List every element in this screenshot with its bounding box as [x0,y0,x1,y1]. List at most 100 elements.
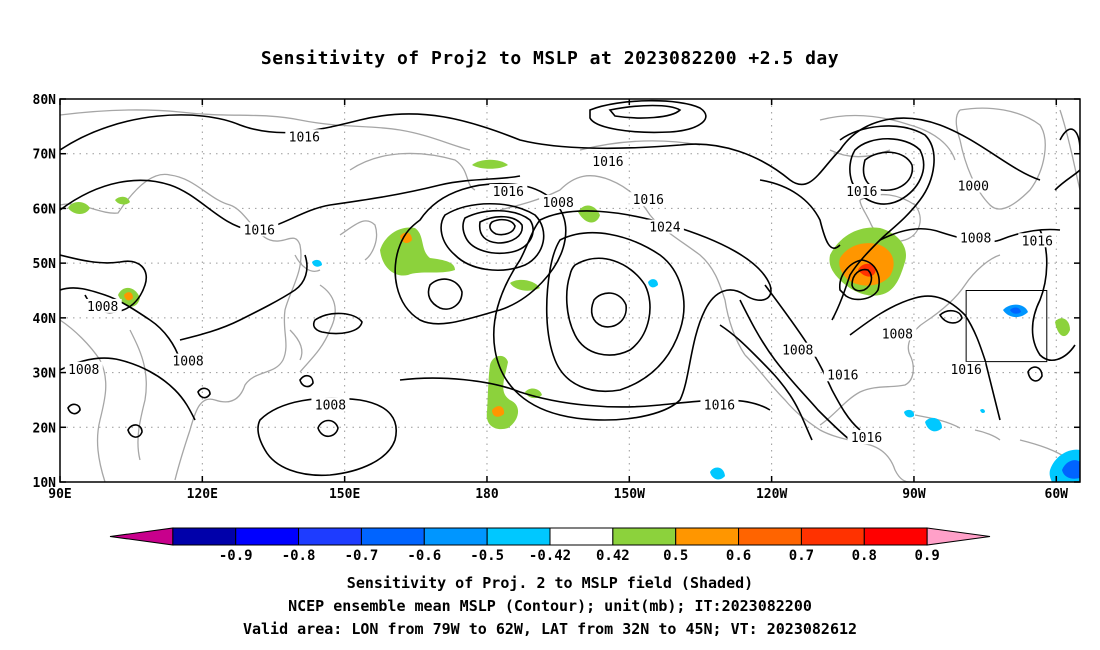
colorbar-label: -0.6 [407,548,441,564]
contour-small-1 [127,424,143,438]
contour-pacific-high-2 [545,232,685,392]
lat-tick-label: 70N [33,148,57,163]
contour-label-background [83,298,122,313]
lat-tick-label: 40N [33,312,57,327]
lon-tick-label: 90E [48,487,71,502]
colorbar-box [675,527,740,546]
colorbar-box [738,527,802,546]
contour-label: 1016 [244,223,275,238]
colorbar-label: -0.7 [345,548,379,564]
shade-atlantic-neg-2-core [1062,460,1080,479]
contour-label: 1016 [289,130,320,145]
contour-label-background [169,353,208,368]
shade-bering-1 [472,159,508,169]
colorbar-box [423,527,488,546]
contour-small-3 [197,387,211,399]
shade-mexico-neg [710,467,725,480]
contour-pacific-high-outer [492,210,772,421]
map-frame [59,98,1081,483]
shade-central-pacific-core [492,406,505,417]
colorbar-box [486,527,551,546]
lon-tick-label: 120W [756,487,787,502]
lon-tick-label: 90W [902,487,926,502]
shade-tibet-core [124,292,133,301]
contour-label-background [700,397,739,412]
colorbar-label: 0.5 [663,548,688,564]
colorbar-box [612,527,677,546]
colorbar-label: 0.8 [852,548,877,564]
contour-hudson-low-3 [862,151,914,191]
caption-valid-area: Valid area: LON from 79W to 62W, LAT fro… [242,620,858,638]
contour-east-coast-3 [938,309,963,324]
chart-title: Sensitivity of Proj2 to MSLP at 20230822… [260,48,840,69]
contour-west-coast-1016-b [764,284,861,431]
contour-label-background [645,219,684,234]
shade-bering-2 [578,205,600,223]
caption-contour: NCEP ensemble mean MSLP (Contour); unit(… [288,597,812,615]
shade-east-siberia-core [400,232,412,244]
contour-pacific-high-3 [565,257,651,356]
colorbar-label: 0.42 [596,548,630,564]
contour-label-background [489,184,528,199]
contour-small-5 [299,374,314,388]
colorbar-label: -0.5 [470,548,504,564]
shade-atlantic-neg-1-core [1010,307,1021,314]
colorbar-label: 0.6 [726,548,751,564]
contour-great-lakes-low-2 [851,268,873,292]
colorbar-box [172,527,237,546]
contour-label: 1008 [882,327,913,342]
lat-tick-label: 60N [33,202,57,217]
colorbar-right-triangle [926,527,991,546]
shade-east-siberia [380,227,455,276]
colorbar-label: -0.8 [282,548,316,564]
contour-label: 1016 [633,193,664,208]
coastline-east-asia [60,173,302,481]
contour-label: 1016 [592,155,623,170]
colorbar-box [800,527,865,546]
coastline-korea-japan [289,254,336,373]
coastline-hudson-bay [859,193,921,242]
contour-label: 1008 [87,300,118,315]
caption-shaded: Sensitivity of Proj. 2 to MSLP field (Sh… [346,574,754,592]
shade-atlantic-1 [1055,318,1070,337]
contour-label-background [588,153,627,168]
contour-japan-small [312,312,363,335]
lon-tick-label: 60W [1045,487,1069,502]
shade-pacific-neg [312,259,322,267]
shade-pacific-small-1 [525,388,542,399]
contour-aleutian-5 [489,218,516,236]
contour-label-background [842,184,881,199]
shade-west-siberia-2 [115,196,130,205]
lon-tick-label: 150W [614,487,645,502]
contour-siberia-1008 [60,287,181,361]
contour-label: 1016 [851,431,882,446]
lat-tick-label: 10N [33,476,57,491]
contour-labels: 1016 1016 1016 1008 1016 1000 1016 1016 1024 1008… [64,129,1057,446]
contour-pacific-small-low [317,419,339,438]
contour-label: 1016 [1022,234,1053,249]
contour-1016-hudson [759,179,841,249]
contour-label-background [539,194,578,209]
contour-small-4 [1027,366,1043,382]
contour-label: 1024 [649,221,680,236]
shade-caribbean-neg [925,417,942,432]
colorbar-left-triangle [109,527,174,546]
coastline-gulf-of-mexico [819,254,1001,426]
coastline-south-asia [60,319,147,482]
contour-label: 1016 [846,185,877,200]
contour-label-background [947,361,986,376]
contour-label: 1008 [542,196,573,211]
colorbar-label: -0.42 [529,548,571,564]
coastline-siberia-arctic [60,109,471,151]
colorbar: -0.9 -0.8 -0.7 -0.6 -0.5 -0.42 0.42 0.5 0.6 0.7 0.… [109,527,991,564]
coastlines [60,107,1080,482]
contour-hudson-low-outer [831,125,935,321]
lon-tick-label: 150E [329,487,360,502]
contour-aleutian-3 [462,209,534,254]
colorbar-label: -0.9 [219,548,253,564]
colorbar-box [360,527,425,546]
contour-aleutian-2 [440,202,545,271]
coastline-north-america-west [744,354,911,482]
contour-pacific-north [589,99,707,134]
